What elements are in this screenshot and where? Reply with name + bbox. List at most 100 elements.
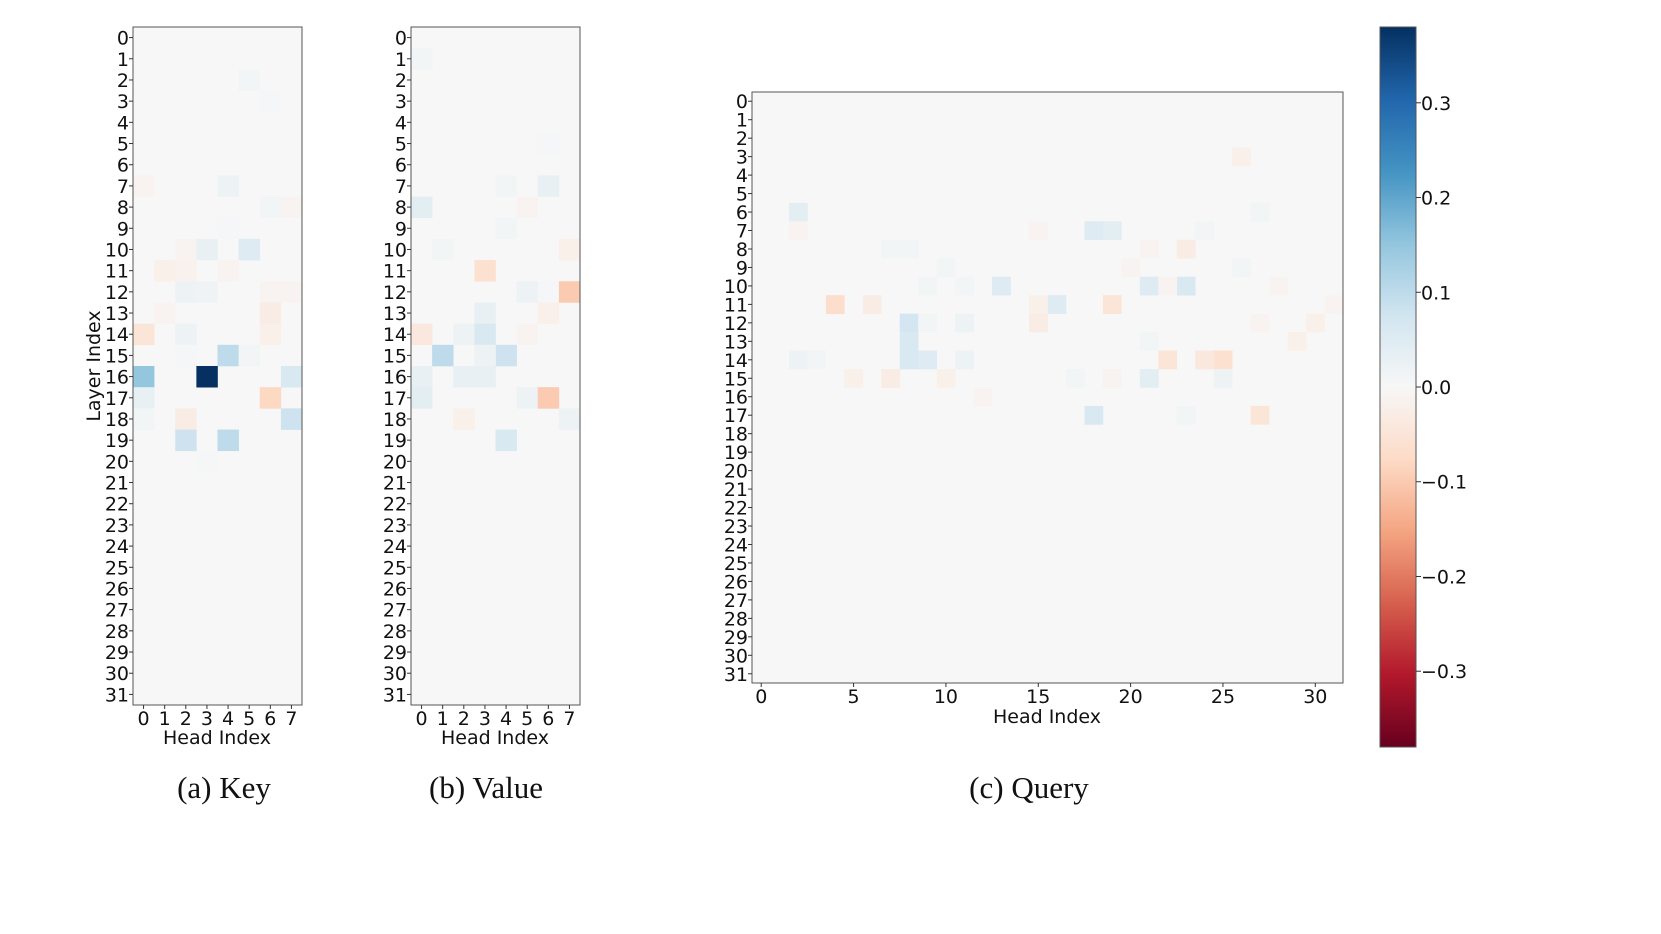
colorbar-tick-label: −0.2 [1421, 566, 1467, 588]
value-heatmap-cell [411, 48, 433, 70]
key-plot-frame [132, 26, 303, 706]
key-heatmap-cell [259, 323, 282, 346]
value-x-tick-label: 0 [416, 708, 428, 730]
key-x-tick-label: 5 [243, 708, 255, 730]
value-y-tick-label: 27 [383, 600, 407, 622]
key-y-tick-label: 18 [105, 409, 129, 431]
key-heatmap-cell [259, 302, 282, 324]
query-heatmap-background [752, 92, 1343, 683]
query-heatmap-cell [1306, 313, 1325, 333]
key-heatmap-cell [238, 69, 261, 91]
key-heatmap-cell [238, 344, 261, 367]
value-y-tick-label: 12 [383, 282, 407, 304]
value-heatmap-cell [537, 302, 560, 324]
key-y-tick-label: 12 [105, 282, 129, 304]
value-y-tick-label: 4 [395, 112, 407, 134]
key-heatmap-cell [259, 387, 282, 409]
value-heatmap-cell [495, 175, 517, 197]
key-y-tick-label: 9 [117, 218, 129, 240]
value-y-tick-label: 8 [395, 197, 407, 219]
query-heatmap-cell [1158, 276, 1178, 296]
value-heatmap-cell [495, 344, 517, 367]
query-x-axis-label: Head Index [993, 706, 1101, 728]
value-heatmap-cell [411, 387, 433, 409]
value-y-tick-label: 21 [383, 473, 407, 495]
query-y-tick-label: 2 [736, 128, 748, 150]
value-y-tick-label: 16 [383, 367, 407, 389]
query-heatmap-cell [1250, 202, 1270, 222]
query-heatmap-cell [899, 332, 919, 351]
key-heatmap-cell [196, 238, 218, 261]
key-y-tick-label: 1 [117, 49, 129, 71]
value-heatmap-cell [495, 217, 517, 240]
query-heatmap-cell [936, 369, 956, 388]
query-x-tick-label: 20 [1119, 686, 1143, 708]
colorbar-tick-label: 0.0 [1421, 377, 1451, 399]
key-x-tick-label: 0 [138, 708, 150, 730]
key-y-tick-label: 25 [105, 557, 129, 579]
query-heatmap-cell [918, 276, 937, 296]
key-y-tick-label: 30 [105, 663, 129, 685]
query-heatmap-cell [844, 369, 864, 388]
query-heatmap-cell [1232, 258, 1251, 277]
query-x-tick-label: 0 [755, 686, 767, 708]
query-caption: (c) Query [969, 770, 1089, 805]
value-y-tick-label: 20 [383, 451, 407, 473]
key-heatmap-cell [217, 217, 239, 240]
query-heatmap-cell [973, 387, 993, 407]
value-x-axis-label: Head Index [441, 727, 549, 749]
value-heatmap-cell [495, 429, 517, 452]
key-x-tick-label: 6 [264, 708, 276, 730]
value-heatmap-cell [453, 408, 475, 430]
colorbar-gradient [1380, 27, 1416, 747]
value-y-tick-label: 17 [383, 388, 407, 410]
value-x-tick-label: 6 [542, 708, 554, 730]
key-heatmap-cell [133, 408, 155, 430]
key-y-tick-label: 22 [105, 494, 129, 516]
key-y-tick-label: 29 [105, 642, 129, 664]
query-heatmap-cell [1029, 313, 1048, 333]
query-y-tick-label: 17 [724, 405, 748, 427]
value-caption: (b) Value [429, 770, 543, 805]
value-y-tick-label: 5 [395, 134, 407, 156]
key-heatmap-cell [217, 344, 239, 367]
query-heatmap-cell [1029, 221, 1048, 241]
colorbar-tick-label: 0.3 [1421, 93, 1451, 115]
value-y-tick-label: 30 [383, 663, 407, 685]
key-y-tick-label: 19 [105, 430, 129, 452]
query-y-tick-label: 29 [724, 627, 748, 649]
colorbar: 0.3 0.2 0.1 0.0 −0.1 −0.2 −0.3 [1379, 26, 1467, 748]
key-heatmap-cell [175, 281, 197, 303]
key-y-tick-label: 17 [105, 388, 129, 410]
key-y-tick-label: 23 [105, 515, 129, 537]
value-y-tick-label: 9 [395, 218, 407, 240]
key-heatmap-cell [133, 323, 155, 346]
key-heatmap-cell [280, 196, 303, 218]
value-heatmap-cell [558, 238, 581, 261]
query-heatmap-cell [825, 295, 845, 314]
query-plot-frame [751, 91, 1344, 684]
key-heatmap-cell [280, 408, 303, 430]
value-x-tick-label: 7 [563, 708, 575, 730]
key-heatmap-cell [259, 281, 282, 303]
key-y-tick-label: 26 [105, 578, 129, 600]
query-y-tick-label: 28 [724, 608, 748, 630]
value-heatmap-panel: 0123456789101112131415161718192021222324… [383, 26, 581, 749]
query-heatmap-cell [936, 258, 956, 277]
query-heatmap-cell [807, 350, 827, 370]
query-heatmap-cell [1176, 405, 1196, 425]
key-heatmap-cell [154, 302, 176, 324]
query-heatmap-cell [1158, 350, 1178, 370]
query-y-tick-label: 24 [724, 534, 748, 556]
key-caption: (a) Key [177, 770, 271, 805]
value-heatmap-cell [474, 344, 496, 367]
key-heatmap-cell [259, 196, 282, 218]
value-heatmap-cell [537, 387, 560, 409]
key-heatmap-cell [175, 260, 197, 282]
query-heatmap-cell [955, 313, 974, 333]
value-heatmap-cell [432, 344, 454, 367]
query-heatmap-cell [992, 276, 1011, 296]
key-y-tick-label: 3 [117, 91, 129, 113]
query-heatmap-cell [1176, 276, 1196, 296]
value-heatmap-cell [474, 323, 496, 346]
